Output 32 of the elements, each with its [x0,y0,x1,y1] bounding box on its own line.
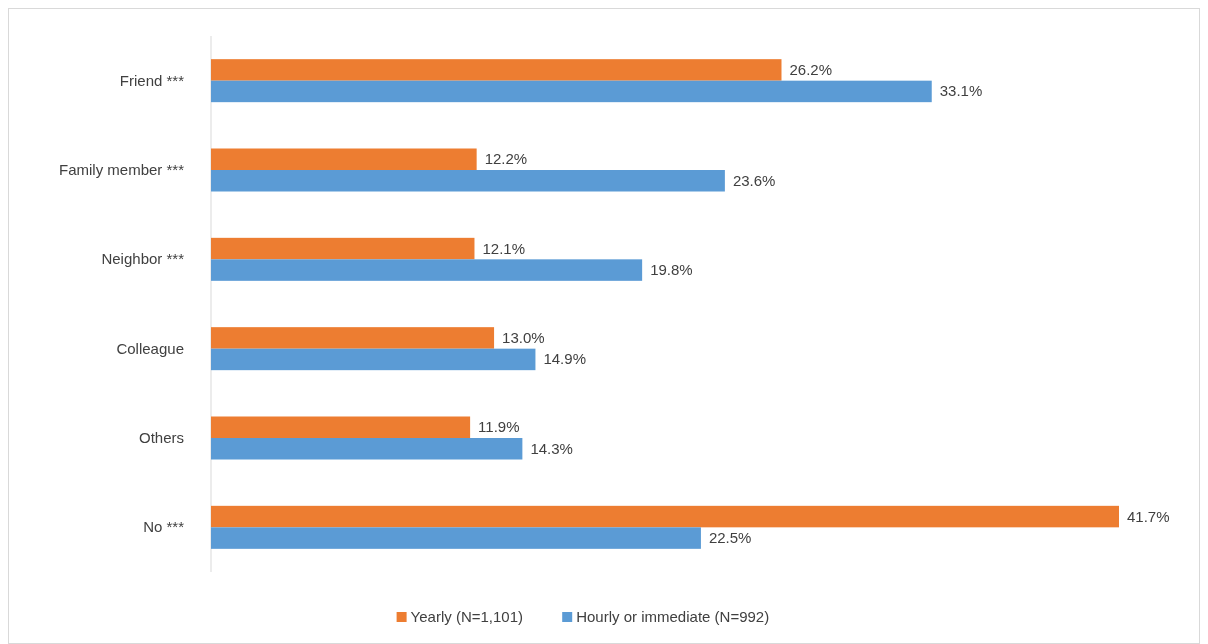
bar [211,170,725,192]
y-tick-label: No *** [143,518,185,536]
bar [211,527,701,549]
bar [211,80,932,103]
data-label: 13.0% [502,328,545,346]
bar [211,237,475,260]
data-label: 33.1% [939,82,983,100]
data-label: 11.9% [478,418,520,436]
bar [211,505,1119,528]
data-label: 14.9% [543,350,586,368]
bar [211,259,643,281]
bar [211,59,782,81]
bar [211,348,536,371]
data-label: 14.3% [530,439,573,457]
legend-label: Yearly (N=1,101) [410,608,524,625]
data-label: 41.7% [1127,507,1170,525]
y-tick-label: Family member *** [58,161,185,178]
data-label: 19.8% [650,261,693,279]
data-label: 26.2% [789,60,833,78]
y-tick-label: Others [138,429,184,446]
data-label: 12.1% [482,239,526,257]
bar [211,327,495,349]
y-tick-label: Friend *** [119,71,185,89]
bar [211,416,471,438]
data-label: 12.2% [484,150,528,168]
y-tick-label: Colleague [116,339,184,357]
legend-label: Hourly or immediate (N=992) [576,608,770,625]
bar [211,438,523,460]
y-tick-label: Neighbor *** [101,250,185,268]
bar [211,148,477,170]
data-label: 22.5% [708,529,752,547]
data-label: 23.6% [732,171,776,189]
